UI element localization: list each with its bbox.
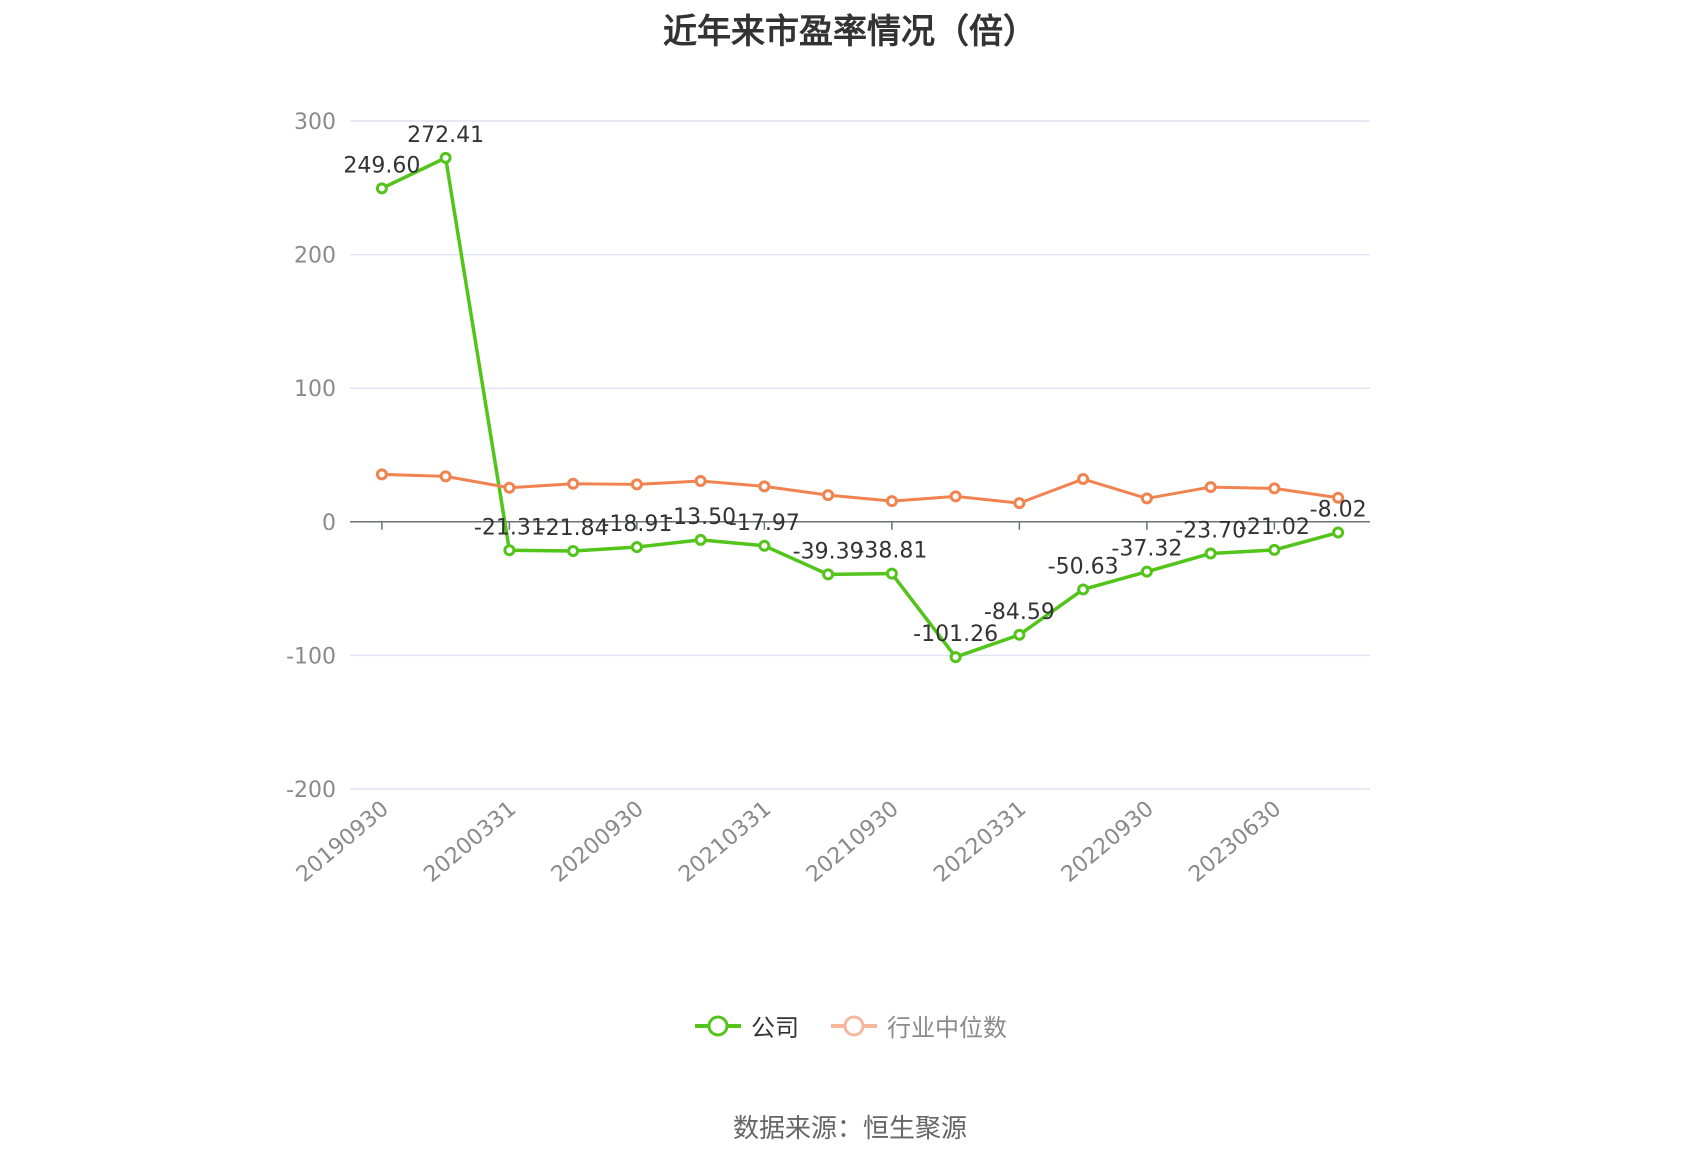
company-data-label: -18.91 (601, 512, 672, 537)
industry-data-point (503, 481, 516, 494)
industry-data-point (694, 475, 707, 488)
company-data-label: 272.41 (407, 123, 484, 148)
company-data-point (885, 567, 898, 580)
y-tick-label: 100 (294, 377, 336, 402)
company-data-point (375, 182, 388, 195)
industry-data-point (822, 489, 835, 502)
legend-item-industry-median[interactable]: 行业中位数 (829, 1008, 1007, 1043)
source-note: 数据来源：恒生聚源 (732, 1114, 967, 1144)
company-data-label: -101.26 (913, 622, 998, 647)
company-data-label: 249.60 (343, 153, 420, 178)
industry-data-point (758, 480, 771, 493)
industry-data-point (949, 490, 962, 503)
x-tick-label: 20210930 (802, 796, 904, 887)
company-data-point (630, 541, 643, 554)
company-data-label: -21.02 (1239, 515, 1310, 540)
chart-title: 近年来市盈率情况（倍） (663, 12, 1037, 52)
company-data-point (1140, 565, 1153, 578)
x-tick-label: 20200930 (547, 796, 649, 887)
company-data-point (949, 651, 962, 664)
company-data-label: -39.39 (793, 539, 864, 564)
company-data-point (439, 151, 452, 164)
legend: 公司 行业中位数 (0, 1008, 1700, 1043)
company-data-label: -8.02 (1310, 498, 1367, 523)
company-data-label: -21.84 (538, 516, 609, 541)
legend-company-swatch-icon (695, 1015, 741, 1036)
company-data-point (1013, 628, 1026, 641)
industry-data-point (1204, 481, 1217, 494)
company-data-point (1204, 547, 1217, 560)
x-tick-label: 20230630 (1184, 796, 1286, 887)
x-tick-label: 20190930 (292, 796, 394, 887)
industry-data-point (1268, 482, 1281, 495)
industry-data-point (1077, 473, 1090, 486)
x-tick-label: 20220930 (1057, 796, 1159, 887)
company-data-label: -23.70 (1175, 518, 1246, 543)
legend-industry-label: 行业中位数 (887, 1014, 1007, 1042)
company-data-point (694, 533, 707, 546)
legend-company-label: 公司 (751, 1014, 799, 1042)
series-layer (375, 151, 1345, 664)
company-series-line (381, 156, 1339, 659)
industry-data-point (439, 470, 452, 483)
x-tick-label: 20220331 (929, 796, 1031, 887)
label-layer: 249.60 272.41 -21.31-21.84-18.91-13.50-17.… (343, 123, 1366, 647)
y-tick-label: -100 (286, 644, 336, 669)
company-data-point (1077, 583, 1090, 596)
y-tick-label: -200 (286, 778, 336, 803)
industry-data-point (1332, 491, 1345, 504)
company-data-label: -50.63 (1048, 554, 1119, 579)
industry-data-point (1140, 492, 1153, 505)
x-tick-label: 20200331 (419, 796, 521, 887)
company-data-point (503, 544, 516, 557)
company-data-point (822, 568, 835, 581)
x-tick-label: 20210331 (674, 796, 776, 887)
company-data-point (567, 544, 580, 557)
y-tick-label: 300 (294, 110, 336, 135)
y-tick-label: 200 (294, 244, 336, 269)
company-data-label: -38.81 (856, 539, 927, 564)
legend-item-company[interactable]: 公司 (693, 1008, 799, 1043)
company-data-label: -21.31 (474, 515, 545, 540)
industry-data-point (885, 495, 898, 508)
industry-series-line (381, 472, 1339, 505)
company-data-point (1332, 526, 1345, 539)
company-data-label: -37.32 (1111, 537, 1182, 562)
company-data-point (1268, 543, 1281, 556)
y-tick-label: 0 (322, 511, 336, 536)
industry-data-point (1013, 497, 1026, 510)
industry-data-point (567, 477, 580, 490)
company-data-label: -13.50 (665, 505, 736, 530)
industry-data-point (375, 468, 388, 481)
company-data-label: -84.59 (984, 600, 1055, 625)
company-data-point (758, 539, 771, 552)
legend-industry-swatch-icon (831, 1015, 877, 1036)
grid-layer (350, 120, 1370, 790)
company-data-label: -17.97 (729, 511, 800, 536)
industry-data-point (630, 478, 643, 491)
